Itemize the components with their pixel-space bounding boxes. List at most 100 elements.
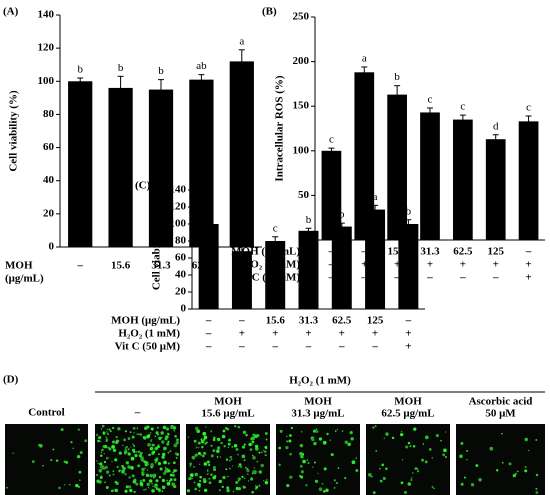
fluorescent-dot (104, 481, 107, 484)
fluorescent-dot (149, 446, 154, 451)
row-cell: – (205, 328, 212, 340)
fluorescent-dot (225, 458, 229, 461)
significance-letter: a (239, 35, 244, 47)
fluorescent-dot (330, 453, 334, 457)
fluorescent-dot (260, 463, 264, 468)
fluorescent-dot (412, 444, 416, 448)
fluorescent-dot (142, 478, 146, 482)
group-label: H₂O₂ (1 mM) (289, 375, 351, 387)
fluorescent-dot (424, 435, 429, 440)
fluorescent-dot (243, 459, 246, 462)
image-label: MOH (394, 396, 422, 408)
fluorescent-dot (147, 442, 151, 447)
fluorescent-dot (127, 485, 132, 489)
fluorescent-dot (208, 463, 211, 467)
fluorescent-dot (466, 449, 469, 452)
fluorescent-dot (409, 445, 412, 448)
fluorescent-dot (141, 467, 145, 472)
fluorescent-dot (203, 435, 208, 440)
fluorescent-dot (99, 440, 102, 443)
fluorescent-dot (288, 439, 292, 443)
fluorescent-dot (535, 473, 539, 477)
fluorescent-dot (109, 430, 112, 433)
fluorescent-dot (344, 440, 348, 444)
bar (485, 139, 506, 240)
fluorescent-dot (160, 431, 164, 435)
fluorescent-dot (131, 435, 135, 439)
fluorescent-dot (118, 451, 122, 455)
fluorescent-dot (210, 430, 213, 433)
fluorescent-dot (97, 462, 99, 465)
fluorescent-dot (416, 467, 419, 470)
image-label: MOH (304, 396, 332, 408)
row-label: MOH (μg/mL) (111, 315, 180, 327)
fluorescent-dot (99, 454, 103, 458)
fluorescent-dot (252, 433, 255, 437)
fluorescent-dot (31, 460, 35, 464)
fluorescent-dot (286, 484, 290, 488)
y-tick-label: 20 (43, 207, 55, 219)
fluorescent-dot (405, 445, 409, 449)
fluorescent-dot (194, 472, 198, 477)
fluorescent-dot (146, 469, 149, 471)
fluorescent-dot (150, 466, 153, 469)
fluorescent-dot (143, 460, 147, 464)
fluorescent-dot (466, 458, 468, 461)
fluorescent-dot (258, 470, 261, 473)
row-cell: – (205, 341, 212, 353)
fluorescent-dot (250, 477, 254, 481)
fluorescent-dot (233, 443, 238, 448)
y-tick-label: 100 (170, 218, 187, 230)
fluorescent-dot (228, 438, 232, 442)
fluorescent-dot (535, 491, 539, 494)
fluorescent-dot (231, 446, 234, 448)
fluorescent-dot (100, 475, 103, 478)
y-tick-label: 140 (38, 9, 55, 21)
fluorescent-dot (189, 473, 194, 478)
fluorescent-dot (169, 473, 173, 477)
fluorescent-dot (196, 453, 198, 456)
row-cell: 125 (367, 315, 384, 327)
fluorescent-dot (265, 438, 268, 441)
row-label: H₂O₂ (1 mM) (118, 328, 180, 340)
fluorescent-dot (289, 475, 293, 479)
fluorescent-dot (65, 460, 69, 464)
fluorescent-dot (218, 489, 221, 492)
y-tick-label: 20 (175, 286, 187, 298)
fluorescent-dot (375, 450, 378, 452)
bar (68, 81, 93, 248)
fluorescent-dot (229, 467, 231, 470)
fluorescent-dot (124, 489, 128, 493)
fluorescent-dot (264, 432, 268, 435)
y-tick-label: 80 (43, 108, 55, 120)
fluorescent-dot (459, 454, 463, 459)
fluorescent-dot (307, 461, 310, 465)
fluorescent-dot (279, 429, 283, 433)
fluorescent-dot (302, 459, 306, 464)
fluorescent-dot (164, 437, 168, 441)
fluorescent-dot (372, 491, 376, 495)
fluorescent-dot (133, 432, 135, 434)
image-label: 62.5 μg/mL (381, 408, 434, 420)
fluorescent-dot (172, 471, 174, 474)
fluorescent-dot (167, 428, 169, 431)
fluorescent-dot (98, 435, 102, 440)
fluorescent-dot (75, 483, 79, 488)
fluorescent-dot (161, 478, 165, 483)
y-tick-label: 100 (38, 75, 55, 87)
fluorescent-dot (241, 454, 246, 459)
image-label: MOH (214, 396, 242, 408)
fluorescent-dot (252, 454, 254, 456)
row-cell: – (361, 272, 368, 284)
fluorescent-dot (139, 451, 143, 455)
fluorescent-dot (300, 470, 304, 474)
fluorescent-dot (108, 428, 111, 431)
y-tick-label: 150 (293, 100, 310, 112)
fluorescent-dot (194, 426, 199, 431)
fluorescent-dot (247, 480, 250, 482)
fluorescent-dot (148, 479, 153, 483)
image-label: 50 μM (485, 408, 516, 420)
fluorescent-dot (143, 488, 146, 491)
fluorescent-dot (248, 442, 252, 447)
